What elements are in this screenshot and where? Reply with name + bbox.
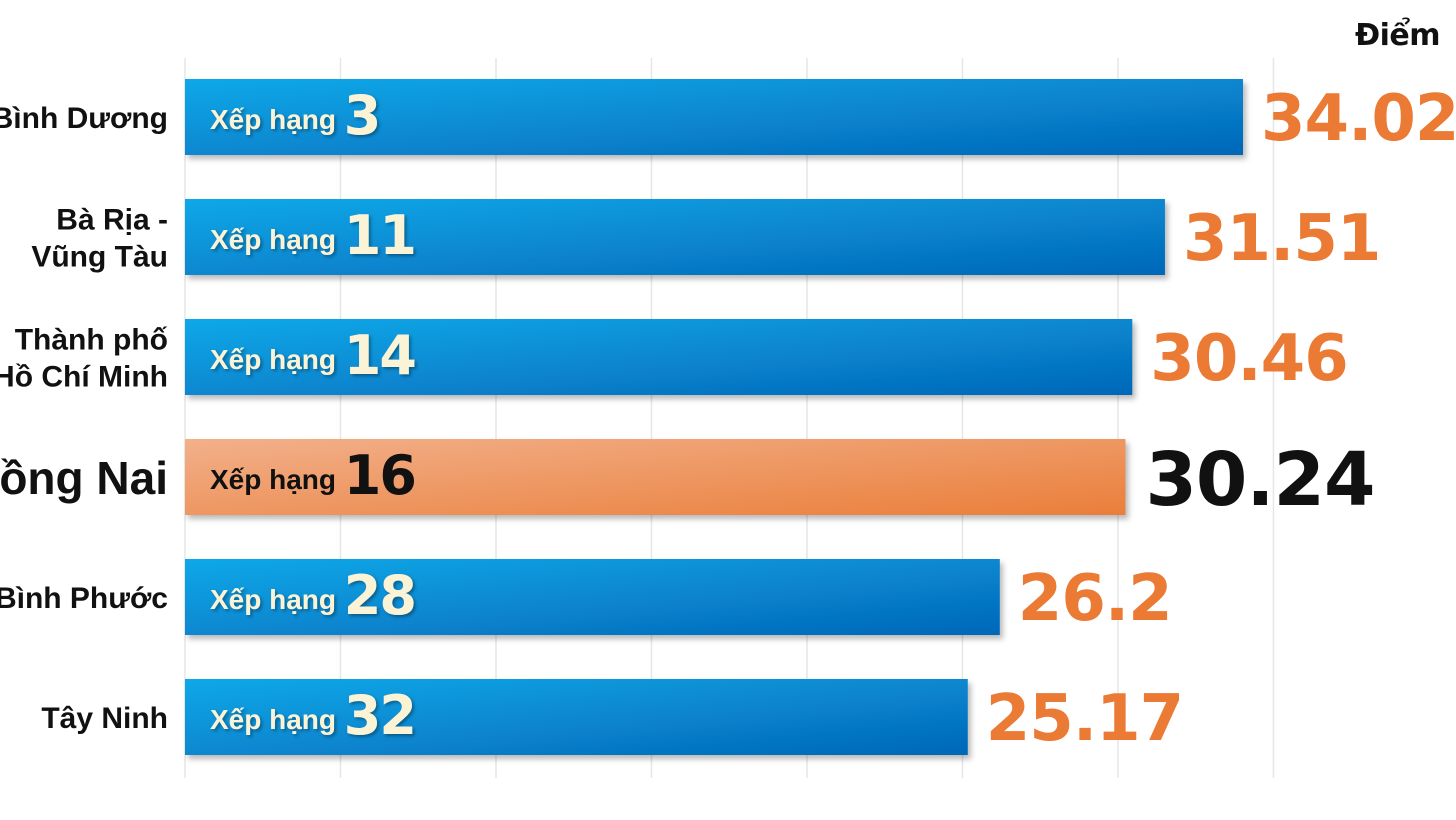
- rank-label: Xếp hạng 16: [210, 444, 415, 507]
- category-label: Thành phố Hồ Chí Minh: [0, 324, 168, 394]
- bar: [185, 79, 1243, 155]
- value-label: 34.02: [1261, 82, 1456, 156]
- bar: [185, 559, 1000, 635]
- rank-label: Xếp hạng 11: [210, 204, 415, 267]
- labels: Bình Dương Xếp hạng 3 34.02 Bà Rịa -Vũng Tà…: [0, 82, 1456, 756]
- value-label: 30.46: [1150, 322, 1347, 396]
- bars: [185, 79, 1243, 755]
- bar: [185, 319, 1133, 395]
- category-label: Bình Dương: [0, 102, 168, 135]
- category-label: Đồng Nai: [0, 452, 168, 504]
- value-label: 30.24: [1145, 437, 1374, 523]
- category-label: Bình Phước: [0, 582, 168, 615]
- bar: [185, 439, 1126, 515]
- value-label: 26.2: [1018, 562, 1172, 636]
- bar: [185, 199, 1165, 275]
- value-label: 31.51: [1183, 202, 1380, 276]
- unit-label: Điểm: [1354, 18, 1441, 53]
- category-label: Tây Ninh: [41, 702, 168, 735]
- bar: [185, 679, 968, 755]
- rank-label: Xếp hạng 28: [210, 564, 415, 627]
- rank-label: Xếp hạng 3: [210, 84, 379, 147]
- rank-label: Xếp hạng 14: [210, 324, 415, 387]
- gridlines: [184, 58, 1275, 778]
- rank-label: Xếp hạng 32: [210, 684, 415, 747]
- category-label: Bà Rịa -Vũng Tàu: [31, 204, 168, 274]
- value-label: 25.17: [986, 682, 1183, 756]
